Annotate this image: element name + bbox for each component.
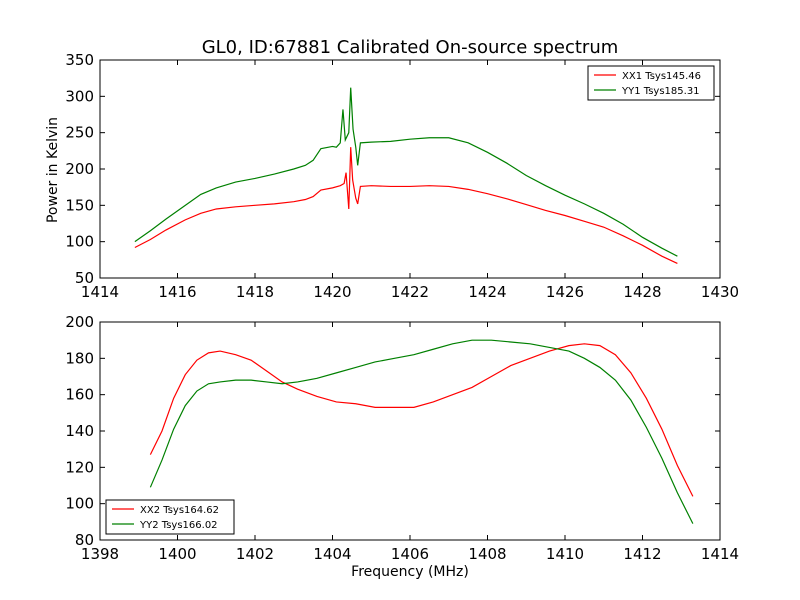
legend-entry: XX1 Tsys145.46 [622,71,701,82]
axis-ticks-top: 1414 1416 1418 1420 1422 1424 1426 1428 1430 50 10… [65,51,739,301]
legend-entry: YY1 Tsys185.31 [621,86,700,97]
legend-box [105,499,235,535]
y-axis-label-top: Power in Kelvin [45,117,61,223]
series-lines-top [134,87,678,265]
x-tick-label: 1418 [236,283,274,301]
series-line-xx1 [134,147,678,265]
x-tick-label: 1424 [468,283,506,301]
y-tick-label: 100 [65,233,94,251]
x-tick-label: 1426 [546,283,584,301]
series-line-yy1 [134,87,678,257]
y-tick-label: 250 [65,124,94,142]
y-tick-label: 150 [65,196,94,214]
x-tick-label: 1408 [468,545,506,563]
legend-box [587,65,715,101]
y-tick-label: 350 [65,51,94,69]
x-tick-label: 1420 [313,283,351,301]
y-tick-label: 100 [65,495,94,513]
y-tick-label: 160 [65,386,94,404]
bottom-panel: Frequency (MHz) 1398 1400 1402 1404 1406 1408… [65,313,739,580]
series-line-xx2 [149,343,694,497]
legend-bottom: XX2 Tsys164.62 YY2 Tsys166.02 [105,499,235,535]
top-panel: GL0, ID:67881 Calibrated On-source spect… [45,37,739,301]
y-tick-label: 80 [75,531,94,549]
x-tick-label: 1430 [701,283,739,301]
x-axis-label-bottom: Frequency (MHz) [351,564,469,580]
x-tick-label: 1400 [158,545,196,563]
series-line-yy2 [149,339,694,524]
y-tick-label: 300 [65,87,94,105]
x-tick-label: 1414 [701,545,739,563]
x-tick-label: 1406 [391,545,429,563]
y-tick-label: 200 [65,160,94,178]
x-tick-label: 1402 [236,545,274,563]
x-tick-label: 1416 [158,283,196,301]
x-tick-label: 1410 [546,545,584,563]
y-tick-label: 180 [65,349,94,367]
y-tick-label: 120 [65,458,94,476]
x-tick-label: 1404 [313,545,351,563]
legend-entry: XX2 Tsys164.62 [140,505,219,516]
y-tick-label: 140 [65,422,94,440]
x-tick-label: 1422 [391,283,429,301]
legend-top: XX1 Tsys145.46 YY1 Tsys185.31 [587,65,715,101]
axis-ticks-bottom: 1398 1400 1402 1404 1406 1408 1410 1412 1414 80 10… [65,313,739,563]
legend-entry: YY2 Tsys166.02 [139,520,218,531]
x-tick-label: 1428 [623,283,661,301]
x-tick-label: 1414 [81,283,119,301]
y-tick-label: 200 [65,313,94,331]
chart-title: GL0, ID:67881 Calibrated On-source spect… [202,37,619,58]
y-tick-label: 50 [75,269,94,287]
series-lines-bottom [149,339,694,524]
x-tick-label: 1412 [623,545,661,563]
x-tick-label: 1398 [81,545,119,563]
